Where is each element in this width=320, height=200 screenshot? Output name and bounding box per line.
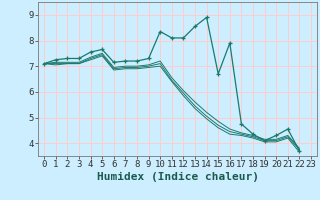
X-axis label: Humidex (Indice chaleur): Humidex (Indice chaleur) <box>97 172 259 182</box>
